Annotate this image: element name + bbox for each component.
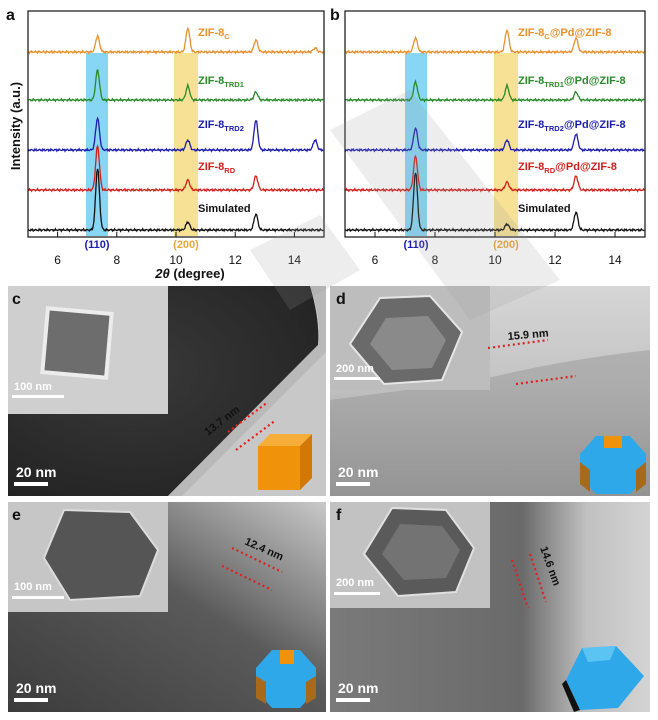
- inset-scale-e: 100 nm: [14, 581, 52, 593]
- tem-panel-c: 100 nm c 13.7 nm 20 nm: [8, 286, 326, 496]
- tem-panel-e: 100 nm e 12.4 nm 20 nm: [8, 502, 326, 712]
- series-label: ZIF-8TRD1@Pd@ZIF-8: [518, 75, 626, 89]
- series-label: Simulated: [198, 203, 251, 215]
- peak-110-label-a: (110): [84, 239, 109, 251]
- peak-200-label-b: (200): [493, 239, 519, 251]
- truncated-cube-model-icon: [580, 436, 646, 494]
- x-tick-label: 8: [432, 253, 439, 267]
- series-label: ZIF-8RD@Pd@ZIF-8: [518, 161, 617, 175]
- panel-label-c: c: [12, 291, 21, 308]
- xrd-curve: [27, 168, 324, 233]
- series-label: ZIF-8TRD2@Pd@ZIF-8: [518, 119, 626, 133]
- x-tick-label: 6: [372, 253, 379, 267]
- x-tick-label: 10: [488, 253, 502, 267]
- x-axis-label-a: 2θ (degree): [154, 266, 224, 281]
- xrd-panel-b: 6 8 10 12 14 b (110) (200) ZIF-8C@Pd@ZIF-8ZI…: [330, 7, 646, 267]
- xrd-curve: [27, 116, 324, 153]
- x-tick-label: 12: [548, 253, 562, 267]
- x-tick-label: 14: [608, 253, 622, 267]
- xrd-curve: [344, 172, 645, 233]
- x-ticks-b: 6 8 10 12 14: [372, 232, 622, 267]
- series-labels-a: ZIF-8C ZIF-8TRD1 ZIF-8TRD2 ZIF-8RD Simulated: [198, 27, 251, 215]
- series-label: ZIF-8C: [198, 27, 230, 41]
- x-tick-label: 10: [169, 253, 183, 267]
- series-label: Simulated: [518, 203, 571, 215]
- cube-model-icon: [258, 434, 312, 490]
- highlight-200-band: [494, 53, 518, 236]
- panel-label-e: e: [12, 507, 21, 524]
- y-axis-label-a: Intensity (a.u.): [8, 82, 23, 170]
- watermark-shape: [250, 90, 560, 320]
- series-label: ZIF-8RD: [198, 161, 236, 175]
- scale-bar-c: 20 nm: [16, 464, 56, 480]
- panel-label-a: a: [6, 7, 15, 24]
- series-label: ZIF-8TRD1: [198, 75, 244, 89]
- x-tick-label: 12: [229, 253, 243, 267]
- x-tick-label: 6: [54, 253, 61, 267]
- panel-label-b: b: [330, 7, 340, 24]
- xrd-curve: [345, 28, 645, 55]
- xrd-curve: [344, 126, 645, 153]
- xrd-curve: [28, 26, 324, 55]
- xrd-curve: [344, 79, 645, 103]
- xrd-curve: [344, 154, 645, 193]
- series-label: ZIF-8C@Pd@ZIF-8: [518, 27, 612, 41]
- panel-label-f: f: [336, 507, 342, 524]
- x-ticks-a: 6 8 10 12 14: [54, 232, 301, 267]
- truncated-rhombic-inset-particle: [42, 508, 160, 602]
- thickness-label-d: 15.9 nm: [507, 327, 549, 343]
- xrd-curve: [27, 69, 324, 103]
- peak-200-label-a: (200): [173, 239, 199, 251]
- panel-label-d: d: [336, 291, 346, 308]
- scale-bar-e: 20 nm: [16, 680, 56, 696]
- tem-panel-d: 200 nm d 15.9 nm 20 nm: [330, 286, 650, 496]
- truncated-octahedron-model-icon: [256, 650, 316, 708]
- x-tick-label: 8: [113, 253, 120, 267]
- nanocube-inset-particle: [40, 306, 114, 380]
- tem-panel-f: 200 nm f 14.6 nm 20 nm: [330, 502, 650, 712]
- highlight-110-band: [86, 53, 108, 236]
- peak-110-label-b: (110): [403, 239, 428, 251]
- inset-scale-c: 100 nm: [14, 381, 52, 393]
- inset-scale-f: 200 nm: [336, 577, 374, 589]
- scale-bar-f: 20 nm: [338, 680, 378, 696]
- series-label: ZIF-8TRD2: [198, 119, 244, 133]
- rhombic-dodecahedron-model-icon: [562, 646, 644, 712]
- xrd-panel-a: 6 8 10 12 14 a Intensity (a.u.) (110) (200) …: [6, 7, 325, 267]
- xrd-curves-b: [344, 28, 645, 233]
- x-tick-label: 14: [288, 253, 302, 267]
- xrd-curve: [27, 144, 324, 193]
- scale-bar-d: 20 nm: [338, 464, 378, 480]
- xrd-curves-a: [27, 26, 324, 233]
- series-labels-b: ZIF-8C@Pd@ZIF-8 ZIF-8TRD1@Pd@ZIF-8 ZIF-8TR…: [518, 27, 626, 215]
- inset-scale-d: 200 nm: [336, 363, 374, 375]
